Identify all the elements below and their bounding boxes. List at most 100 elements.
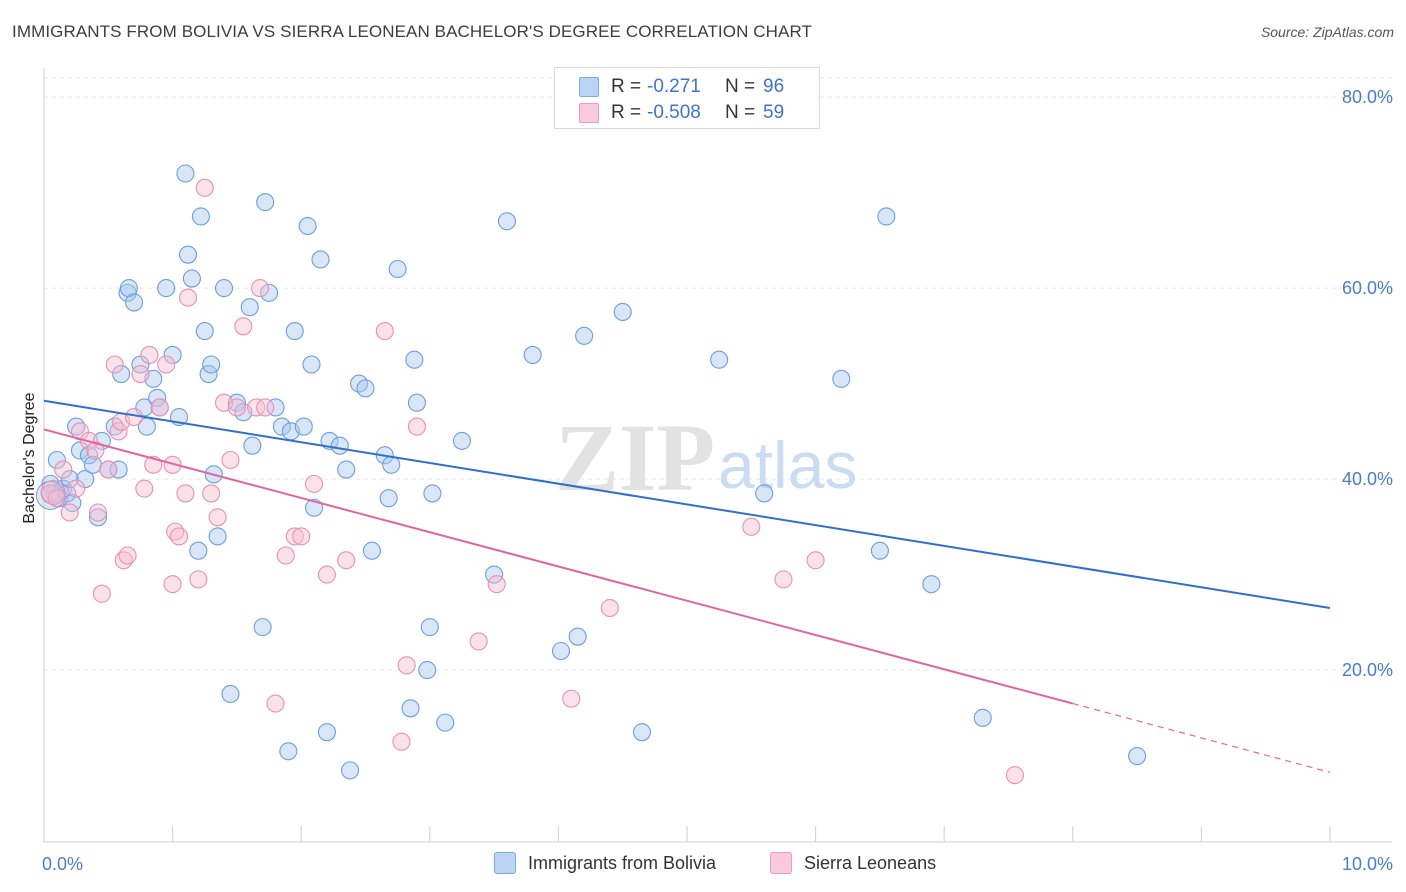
point-sierra-leoneans	[189, 570, 208, 589]
point-bolivia	[337, 460, 356, 479]
point-bolivia	[497, 212, 517, 231]
point-sierra-leoneans	[105, 355, 124, 374]
point-sierra-leoneans	[86, 441, 105, 460]
point-sierra-leoneans	[397, 656, 416, 675]
legend-swatch-pink	[579, 103, 599, 123]
point-bolivia	[272, 417, 291, 436]
watermark-zip: ZIP	[555, 404, 715, 511]
legend-row-bolivia: R = -0.271 N = 96	[579, 75, 784, 99]
point-bolivia	[632, 723, 652, 742]
legend-n-value: 96	[763, 76, 785, 97]
point-sierra-leoneans	[47, 489, 66, 508]
point-bolivia	[362, 541, 381, 560]
point-sierra-leoneans	[469, 632, 488, 651]
point-bolivia	[356, 379, 375, 398]
point-bolivia	[202, 355, 221, 374]
point-sierra-leoneans	[1005, 766, 1024, 785]
y-tick-labels: 20.0% 40.0% 60.0% 80.0%	[1342, 87, 1393, 680]
point-bolivia	[163, 345, 182, 365]
point-bolivia	[832, 369, 851, 388]
point-sierra-leoneans	[285, 527, 304, 546]
point-sierra-leoneans	[407, 417, 426, 436]
point-bolivia	[973, 708, 992, 727]
trend-lines	[43, 399, 1331, 773]
point-sierra-leoneans	[742, 517, 761, 536]
point-sierra-leoneans	[337, 551, 356, 570]
chart-title: IMMIGRANTS FROM BOLIVIA VS SIERRA LEONEA…	[12, 22, 813, 41]
point-bolivia	[176, 164, 195, 183]
point-sierra-leoneans	[157, 355, 176, 374]
point-bolivia	[613, 302, 632, 322]
point-bolivia	[341, 761, 360, 780]
legend-r-label: R =	[611, 102, 642, 123]
point-bolivia	[575, 326, 594, 345]
point-sierra-leoneans	[150, 398, 169, 417]
point-bolivia	[330, 436, 349, 455]
point-bolivia	[88, 508, 108, 527]
watermark-atlas: atlas	[718, 428, 857, 502]
point-sierra-leoneans-cluster	[40, 479, 66, 505]
point-sierra-leoneans	[140, 345, 159, 365]
point-sierra-leoneans	[169, 527, 189, 546]
point-sierra-leoneans	[227, 398, 246, 417]
point-bolivia	[405, 350, 424, 369]
series-bolivia-points	[35, 164, 1147, 780]
legend-r-value: -0.271	[647, 76, 701, 97]
point-bolivia	[298, 216, 317, 236]
point-bolivia	[157, 279, 176, 298]
point-bolivia	[755, 484, 774, 503]
point-bolivia	[311, 250, 330, 269]
point-sierra-leoneans	[305, 474, 324, 493]
point-bolivia	[182, 269, 201, 288]
point-bolivia	[195, 322, 214, 341]
y-tick-label: 60.0%	[1342, 278, 1393, 298]
point-bolivia	[420, 618, 439, 637]
x-tick-labels: 0.0% 10.0%	[42, 854, 1393, 874]
legend-n-label: N =	[725, 102, 756, 123]
point-bolivia	[317, 723, 336, 742]
point-bolivia	[870, 541, 889, 560]
point-bolivia	[294, 417, 313, 436]
legend-label-bolivia: Immigrants from Bolivia	[528, 852, 717, 873]
point-sierra-leoneans	[118, 546, 137, 565]
chart-source: Source: ZipAtlas.com	[1260, 24, 1394, 40]
point-sierra-leoneans	[266, 694, 285, 713]
point-bolivia	[119, 279, 138, 298]
point-sierra-leoneans	[392, 732, 411, 751]
trend-line-sierra-leoneans	[43, 428, 1074, 705]
point-sierra-leoneans	[276, 546, 295, 565]
y-tick-label: 20.0%	[1342, 660, 1393, 680]
point-sierra-leoneans	[131, 364, 150, 384]
point-sierra-leoneans	[600, 598, 619, 618]
point-sierra-leoneans	[163, 575, 182, 594]
point-bolivia	[551, 641, 571, 661]
point-bolivia	[131, 355, 150, 374]
y-tick-label: 40.0%	[1342, 469, 1393, 489]
point-bolivia	[401, 699, 420, 718]
point-sierra-leoneans	[60, 503, 79, 522]
point-sierra-leoneans	[487, 575, 506, 594]
point-sierra-leoneans	[135, 479, 154, 498]
point-sierra-leoneans	[67, 479, 86, 498]
point-bolivia	[189, 541, 208, 560]
point-sierra-leoneans	[562, 689, 581, 708]
point-bolivia	[124, 293, 144, 312]
x-tick-label-max: 10.0%	[1342, 854, 1393, 874]
point-sierra-leoneans	[195, 178, 214, 197]
point-sierra-leoneans	[178, 288, 198, 307]
point-sierra-leoneans	[256, 398, 275, 417]
point-sierra-leoneans	[806, 551, 825, 570]
y-axis-title: Bachelor's Degree	[21, 392, 38, 523]
point-bolivia	[1128, 746, 1147, 766]
legend-r-value: -0.508	[647, 102, 701, 123]
legend-item-sierra-leoneans[interactable]: Sierra Leoneans	[770, 852, 936, 874]
point-sierra-leoneans	[292, 527, 311, 546]
gridlines	[44, 77, 1392, 671]
point-bolivia	[256, 193, 275, 212]
point-sierra-leoneans	[317, 565, 336, 584]
point-bolivia	[214, 279, 234, 298]
legend-item-bolivia[interactable]: Immigrants from Bolivia	[494, 852, 716, 874]
point-bolivia	[47, 450, 66, 470]
point-bolivia	[76, 470, 95, 489]
legend-n-value: 59	[763, 102, 785, 123]
